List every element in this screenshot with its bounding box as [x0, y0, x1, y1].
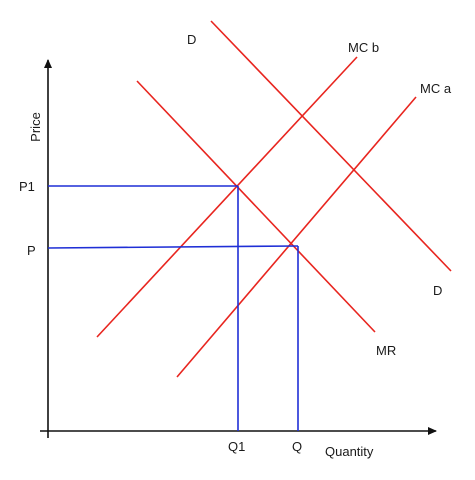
demand-label-top: D: [187, 32, 196, 47]
q1-label: Q1: [228, 439, 245, 454]
demand-curve: [210, 20, 452, 272]
marginal-revenue-curve: [136, 80, 376, 333]
x-axis-label: Quantity: [325, 444, 374, 459]
marginal-revenue-label: MR: [376, 343, 396, 358]
p-guide-line: [47, 245, 299, 249]
marginal-cost-b-label: MC b: [348, 40, 379, 55]
p-label: P: [27, 243, 36, 258]
marginal-cost-a-label: MC a: [420, 81, 452, 96]
marginal-cost-a-curve: [176, 96, 417, 378]
q-label: Q: [292, 439, 302, 454]
p1-label: P1: [19, 179, 35, 194]
demand-label-bottom: D: [433, 283, 442, 298]
y-axis-label: Price: [28, 112, 43, 142]
marginal-cost-b-curve: [96, 56, 358, 338]
